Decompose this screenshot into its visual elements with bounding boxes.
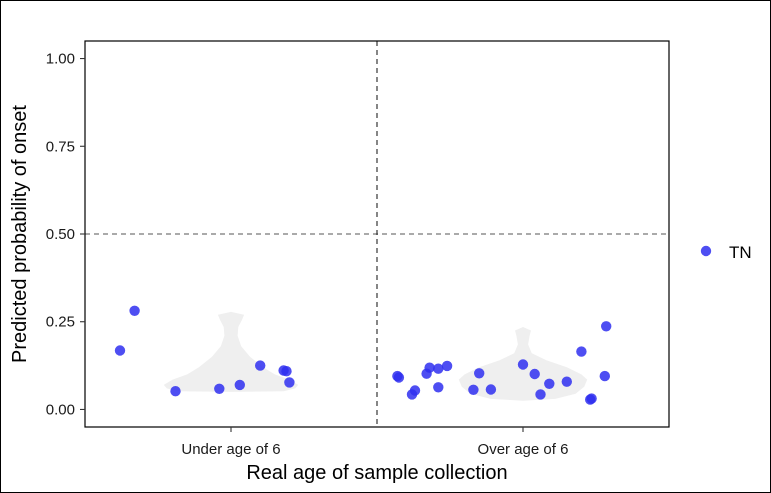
- data-point: [255, 360, 266, 371]
- violin-under-age-of-6: [163, 311, 299, 392]
- y-tick-label: 0.00: [46, 401, 75, 418]
- data-point: [433, 382, 444, 393]
- data-point: [535, 389, 546, 400]
- data-point: [586, 393, 597, 404]
- data-point: [485, 384, 497, 395]
- points-layer: [114, 305, 612, 405]
- data-point: [544, 378, 555, 389]
- y-tick-label: 0.75: [46, 138, 75, 155]
- reference-lines: [85, 41, 669, 427]
- legend-label-tn: TN: [729, 243, 752, 262]
- data-point: [601, 321, 612, 332]
- legend-key-tn: [700, 245, 712, 257]
- x-axis: Under age of 6 Over age of 6: [181, 427, 568, 458]
- data-point: [424, 362, 435, 373]
- data-point: [433, 363, 444, 374]
- x-axis-title: Real age of sample collection: [246, 462, 507, 484]
- y-axis: 0.00 0.25 0.50 0.75 1.00: [46, 51, 85, 418]
- data-point: [234, 379, 245, 391]
- data-point: [170, 386, 181, 397]
- data-point: [561, 376, 572, 387]
- data-point: [517, 359, 529, 370]
- data-point: [129, 305, 140, 316]
- y-tick-label: 1.00: [46, 51, 75, 68]
- y-axis-title: Predicted probability of onset: [9, 105, 31, 363]
- y-tick-label: 0.50: [46, 226, 75, 243]
- data-point: [214, 383, 225, 394]
- legend: TN: [700, 243, 752, 262]
- data-point: [441, 360, 453, 372]
- data-point: [529, 368, 540, 380]
- data-point: [281, 366, 292, 377]
- data-point: [468, 384, 479, 395]
- data-point: [576, 346, 587, 357]
- data-point: [114, 345, 126, 356]
- data-point: [599, 370, 610, 382]
- data-point: [409, 385, 421, 396]
- data-point: [284, 377, 295, 388]
- x-tick-label: Over age of 6: [478, 441, 569, 458]
- y-tick-label: 0.25: [46, 314, 75, 331]
- data-point: [393, 372, 405, 383]
- data-point: [474, 368, 485, 379]
- x-tick-label: Under age of 6: [181, 441, 280, 458]
